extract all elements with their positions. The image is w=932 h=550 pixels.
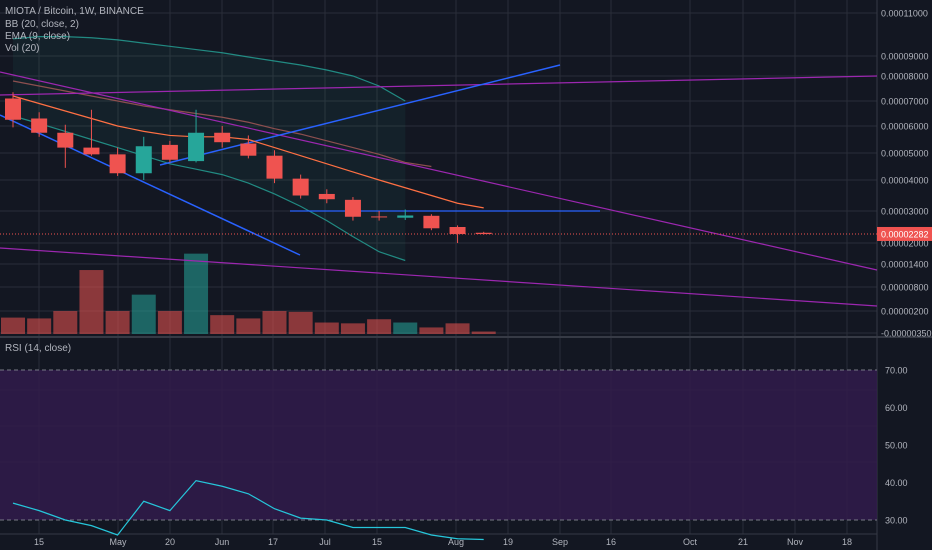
bb-basis-line	[12, 80, 432, 168]
time-tick-label: Nov	[787, 537, 804, 547]
candle-body	[31, 118, 48, 133]
time-tick-label: Jul	[319, 537, 331, 547]
price-tick-label: 0.00006000	[881, 122, 929, 132]
volume-bar	[210, 315, 235, 334]
candle-body	[371, 216, 388, 218]
price-tick-label: 0.00002000	[881, 239, 929, 249]
price-tick-label: 0.00001400	[881, 260, 929, 270]
volume-bar	[393, 322, 418, 334]
volume-bar	[340, 323, 365, 334]
price-tick-label: 0.00009000	[881, 52, 929, 62]
candle-body	[109, 154, 126, 174]
candle-body	[214, 132, 231, 143]
trendline-purple-upper	[0, 71, 878, 271]
volume-bar	[27, 318, 52, 334]
candle-body	[240, 143, 257, 156]
price-tick-label: 0.00004000	[881, 176, 929, 186]
volume-bar	[105, 311, 130, 334]
volume-bar	[184, 253, 209, 334]
price-axis[interactable]: 0.00011000 0.00009000 0.00008000 0.00007000…	[877, 9, 932, 339]
volume-bar	[419, 327, 444, 334]
volume-bar	[1, 317, 25, 334]
trendline-blue-rising	[159, 64, 561, 166]
rsi-legend[interactable]: RSI (14, close)	[5, 343, 72, 354]
volume-bar	[53, 311, 78, 334]
price-tick-label: 0.00008000	[881, 72, 929, 82]
rsi-line	[12, 479, 484, 541]
candle-body	[161, 144, 178, 160]
candle-body	[475, 232, 492, 235]
candlesticks	[5, 92, 492, 243]
rsi-tick-label: 70.00	[885, 366, 908, 376]
bb-lower-line	[12, 115, 406, 262]
time-tick-label: 20	[165, 537, 175, 547]
time-tick-label: Oct	[683, 537, 698, 547]
time-tick-label: 15	[372, 537, 382, 547]
candle-body	[83, 147, 100, 155]
time-tick-label: 21	[738, 537, 748, 547]
volume-bar	[471, 331, 496, 334]
rsi-tick-label: 30.00	[885, 516, 908, 526]
time-tick-label: 18	[842, 537, 852, 547]
candle-body	[318, 193, 335, 200]
rsi-tick-label: 50.00	[885, 441, 908, 451]
rsi-pane	[0, 369, 877, 541]
candle-body	[292, 178, 309, 196]
candle-body	[266, 155, 283, 179]
ema-legend[interactable]: EMA (9, close)	[5, 31, 71, 42]
trendline-blue-falling	[0, 114, 301, 256]
price-tick-label: 0.00000200	[881, 307, 929, 317]
volume-bar	[445, 323, 470, 334]
volume-bar	[157, 311, 182, 334]
candle-body	[135, 146, 152, 174]
volume-bars	[1, 253, 496, 334]
time-tick-label: Sep	[552, 537, 568, 547]
volume-bar	[131, 294, 156, 334]
last-price-label: 0.00002282	[881, 229, 929, 239]
bb-upper-line	[12, 36, 406, 102]
last-price-tag	[877, 226, 932, 241]
volume-bar	[236, 318, 261, 334]
price-tick-label: -0.00000350	[881, 329, 932, 339]
time-tick-label: May	[109, 537, 127, 547]
time-tick-label: Jun	[215, 537, 230, 547]
time-axis[interactable]: 15 May 20 Jun 17 Jul 15 Aug 19 Sep 16 Oct 21 Nov 18	[34, 537, 852, 547]
price-tick-label: 0.00011000	[881, 9, 928, 19]
rsi-axis[interactable]: 70.00 60.00 50.00 40.00 30.00	[885, 366, 908, 526]
time-tick-label: Aug	[448, 537, 464, 547]
candle-body	[449, 227, 466, 235]
bb-legend[interactable]: BB (20, close, 2)	[5, 19, 79, 30]
chart-title[interactable]: MIOTA / Bitcoin, 1W, BINANCE	[5, 6, 144, 17]
trendline-purple-lower	[0, 247, 878, 307]
volume-bar	[262, 311, 287, 334]
trendline-purple-flat	[0, 75, 878, 96]
candle-body	[5, 98, 21, 120]
volume-bar	[367, 319, 392, 334]
candle-body	[344, 199, 361, 217]
volume-bar	[79, 270, 104, 334]
time-tick-label: 15	[34, 537, 44, 547]
vol-legend[interactable]: Vol (20)	[5, 43, 40, 54]
price-tick-label: 0.00000800	[881, 283, 929, 293]
rsi-band-fill	[0, 370, 877, 520]
time-tick-label: 19	[503, 537, 513, 547]
time-tick-label: 17	[268, 537, 278, 547]
candle-body	[57, 132, 74, 148]
rsi-tick-label: 40.00	[885, 478, 908, 488]
volume-bar	[288, 311, 313, 334]
candle-body	[397, 215, 414, 218]
price-tick-label: 0.00005000	[881, 149, 929, 159]
volume-bar	[314, 322, 339, 334]
time-tick-label: 16	[606, 537, 616, 547]
rsi-tick-label: 60.00	[885, 403, 908, 413]
price-tick-label: 0.00007000	[881, 97, 929, 107]
candle-body	[188, 132, 205, 162]
candle-body	[423, 215, 440, 229]
price-tick-label: 0.00003000	[881, 207, 929, 217]
